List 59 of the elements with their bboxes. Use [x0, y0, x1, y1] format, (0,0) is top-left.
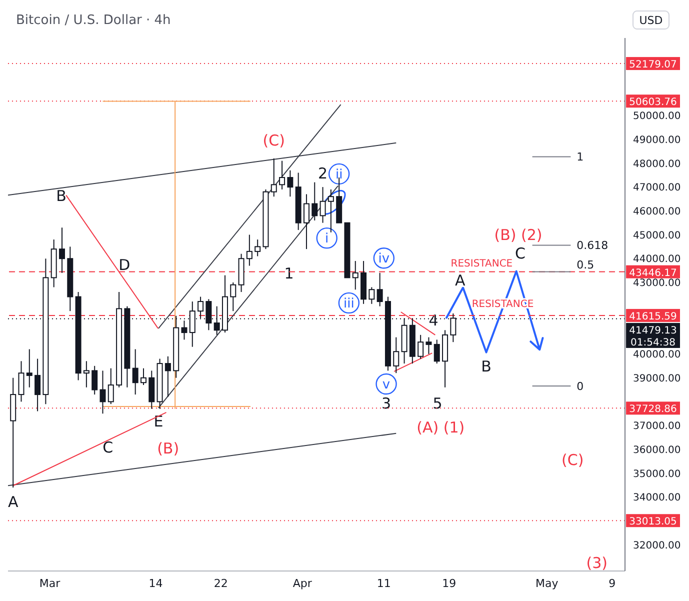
x-tick-label: 14: [148, 576, 163, 590]
x-tick-label: 9: [608, 576, 616, 590]
annotation: 0: [576, 380, 584, 393]
annotation: A: [454, 272, 466, 290]
y-tick-label: 45000.00: [633, 230, 681, 242]
ref-line-label: 41479.13 01:54:38: [629, 325, 677, 348]
annotation: 0.5: [576, 258, 594, 272]
annotation: C: [514, 244, 526, 262]
y-tick-label: 44000.00: [633, 254, 681, 266]
y-tick-label: 50000.00: [633, 111, 681, 122]
x-tick-label: Apr: [292, 576, 312, 590]
ref-line-label: 50603.76: [629, 97, 677, 108]
y-tick-label: 43000.00: [633, 278, 681, 289]
x-tick-label: 11: [376, 576, 391, 590]
annotation: 1: [284, 264, 294, 282]
annotation: (B) (2): [494, 226, 542, 244]
ref-line-label: 37728.86: [629, 404, 677, 416]
annotation: 3: [382, 394, 392, 413]
annotation: (C): [262, 132, 285, 150]
annotation: v: [382, 378, 390, 393]
annotation: 2: [318, 164, 328, 182]
ref-line-label: 52179.07: [629, 60, 677, 71]
annotation: 5: [432, 394, 442, 413]
annotation: i: [325, 232, 329, 247]
annotation: B: [56, 187, 66, 206]
y-tick-label: 49000.00: [633, 134, 681, 146]
y-tick-label: 40000.00: [633, 350, 681, 361]
annotation: D: [118, 256, 130, 274]
y-tick-label: 39000.00: [633, 373, 681, 384]
annotation: ii: [335, 167, 343, 182]
annotation: C: [102, 438, 114, 456]
annotation: (A) (1): [416, 418, 465, 436]
annotation: (C): [562, 451, 584, 470]
y-tick-label: 37000.00: [633, 421, 681, 432]
annotation: B: [481, 357, 492, 376]
y-tick-label: 35000.00: [633, 468, 681, 480]
annotation: (3): [586, 554, 608, 572]
annotation: (B): [157, 439, 180, 458]
annotation: RESISTANCE: [450, 258, 513, 270]
ref-line-label: 43446.17: [629, 268, 677, 279]
x-tick-label: 22: [214, 576, 228, 590]
chart-title: Bitcoin / U.S. Dollar · 4h: [16, 13, 171, 28]
x-tick-label: May: [536, 576, 559, 590]
annotation: iii: [344, 296, 354, 312]
annotation: iv: [378, 252, 390, 267]
annotation: 1: [576, 150, 584, 164]
annotation: A: [8, 492, 19, 511]
x-tick-label: 19: [442, 576, 456, 590]
annotation: 0.618: [576, 239, 608, 252]
ref-line-label: 41615.59: [629, 311, 677, 322]
y-tick-label: 34000.00: [633, 492, 681, 504]
y-tick-label: 46000.00: [633, 206, 681, 218]
x-tick-label: Mar: [39, 576, 61, 590]
y-tick-label: 32000.00: [633, 540, 681, 552]
y-tick-label: 48000.00: [633, 158, 681, 170]
ref-line-label: 33013.05: [629, 516, 677, 528]
y-tick-label: 47000.00: [633, 182, 681, 194]
text: USD: [639, 14, 663, 27]
y-tick-label: 36000.00: [633, 444, 681, 456]
